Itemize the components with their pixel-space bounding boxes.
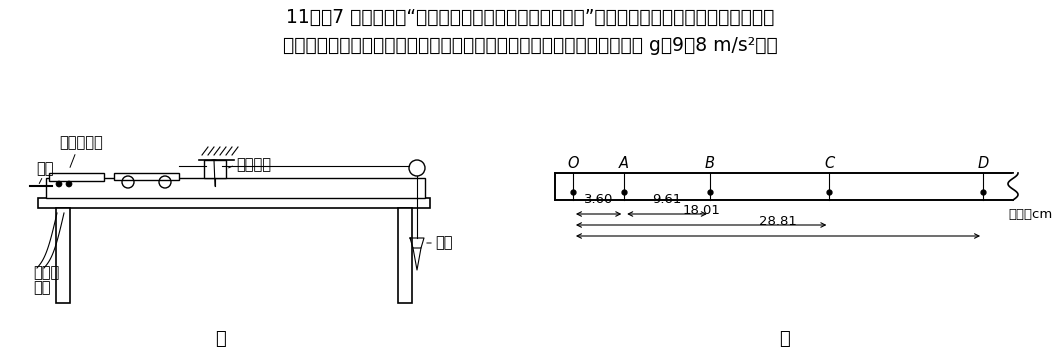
Text: 沙桶: 沙桶 [435, 235, 452, 251]
Text: 11．（7 分）在探究“物体质量一定时加速度与力的关系”的实验中，小明同学做了如图甲所示: 11．（7 分）在探究“物体质量一定时加速度与力的关系”的实验中，小明同学做了如… [285, 8, 775, 27]
Bar [204, 160, 226, 178]
Bar [114, 173, 179, 180]
Text: D: D [977, 156, 989, 171]
Text: 3.60: 3.60 [584, 193, 613, 206]
Bar [56, 208, 70, 303]
Text: 纸带: 纸带 [36, 161, 53, 176]
Text: 甲: 甲 [214, 330, 225, 348]
Bar [38, 198, 430, 208]
Circle shape [66, 181, 72, 187]
Text: 9.61: 9.61 [653, 193, 681, 206]
Text: C: C [824, 156, 834, 171]
Text: 电源: 电源 [33, 280, 51, 296]
Text: A: A [620, 156, 629, 171]
Bar [398, 208, 412, 303]
Text: 力传感器: 力传感器 [236, 158, 271, 172]
Circle shape [56, 181, 62, 187]
Text: 18.01: 18.01 [682, 204, 720, 217]
Bar [555, 173, 1013, 200]
Text: 的实验改进，在调节桌面水平后，添加了力传感器来测细线中的拉力（取 g＝9．8 m/s²）。: 的实验改进，在调节桌面水平后，添加了力传感器来测细线中的拉力（取 g＝9．8 m… [282, 36, 778, 55]
Text: 打点计时器: 打点计时器 [59, 135, 103, 150]
Text: B: B [705, 156, 715, 171]
Text: 接交流: 接交流 [33, 266, 59, 280]
Text: 乙: 乙 [779, 330, 789, 348]
Bar [46, 178, 425, 198]
Text: O: O [568, 156, 578, 171]
Bar [49, 173, 104, 181]
Text: 28.81: 28.81 [759, 215, 797, 228]
Bar [1012, 173, 1032, 200]
Text: 单位：cm: 单位：cm [1008, 207, 1053, 220]
